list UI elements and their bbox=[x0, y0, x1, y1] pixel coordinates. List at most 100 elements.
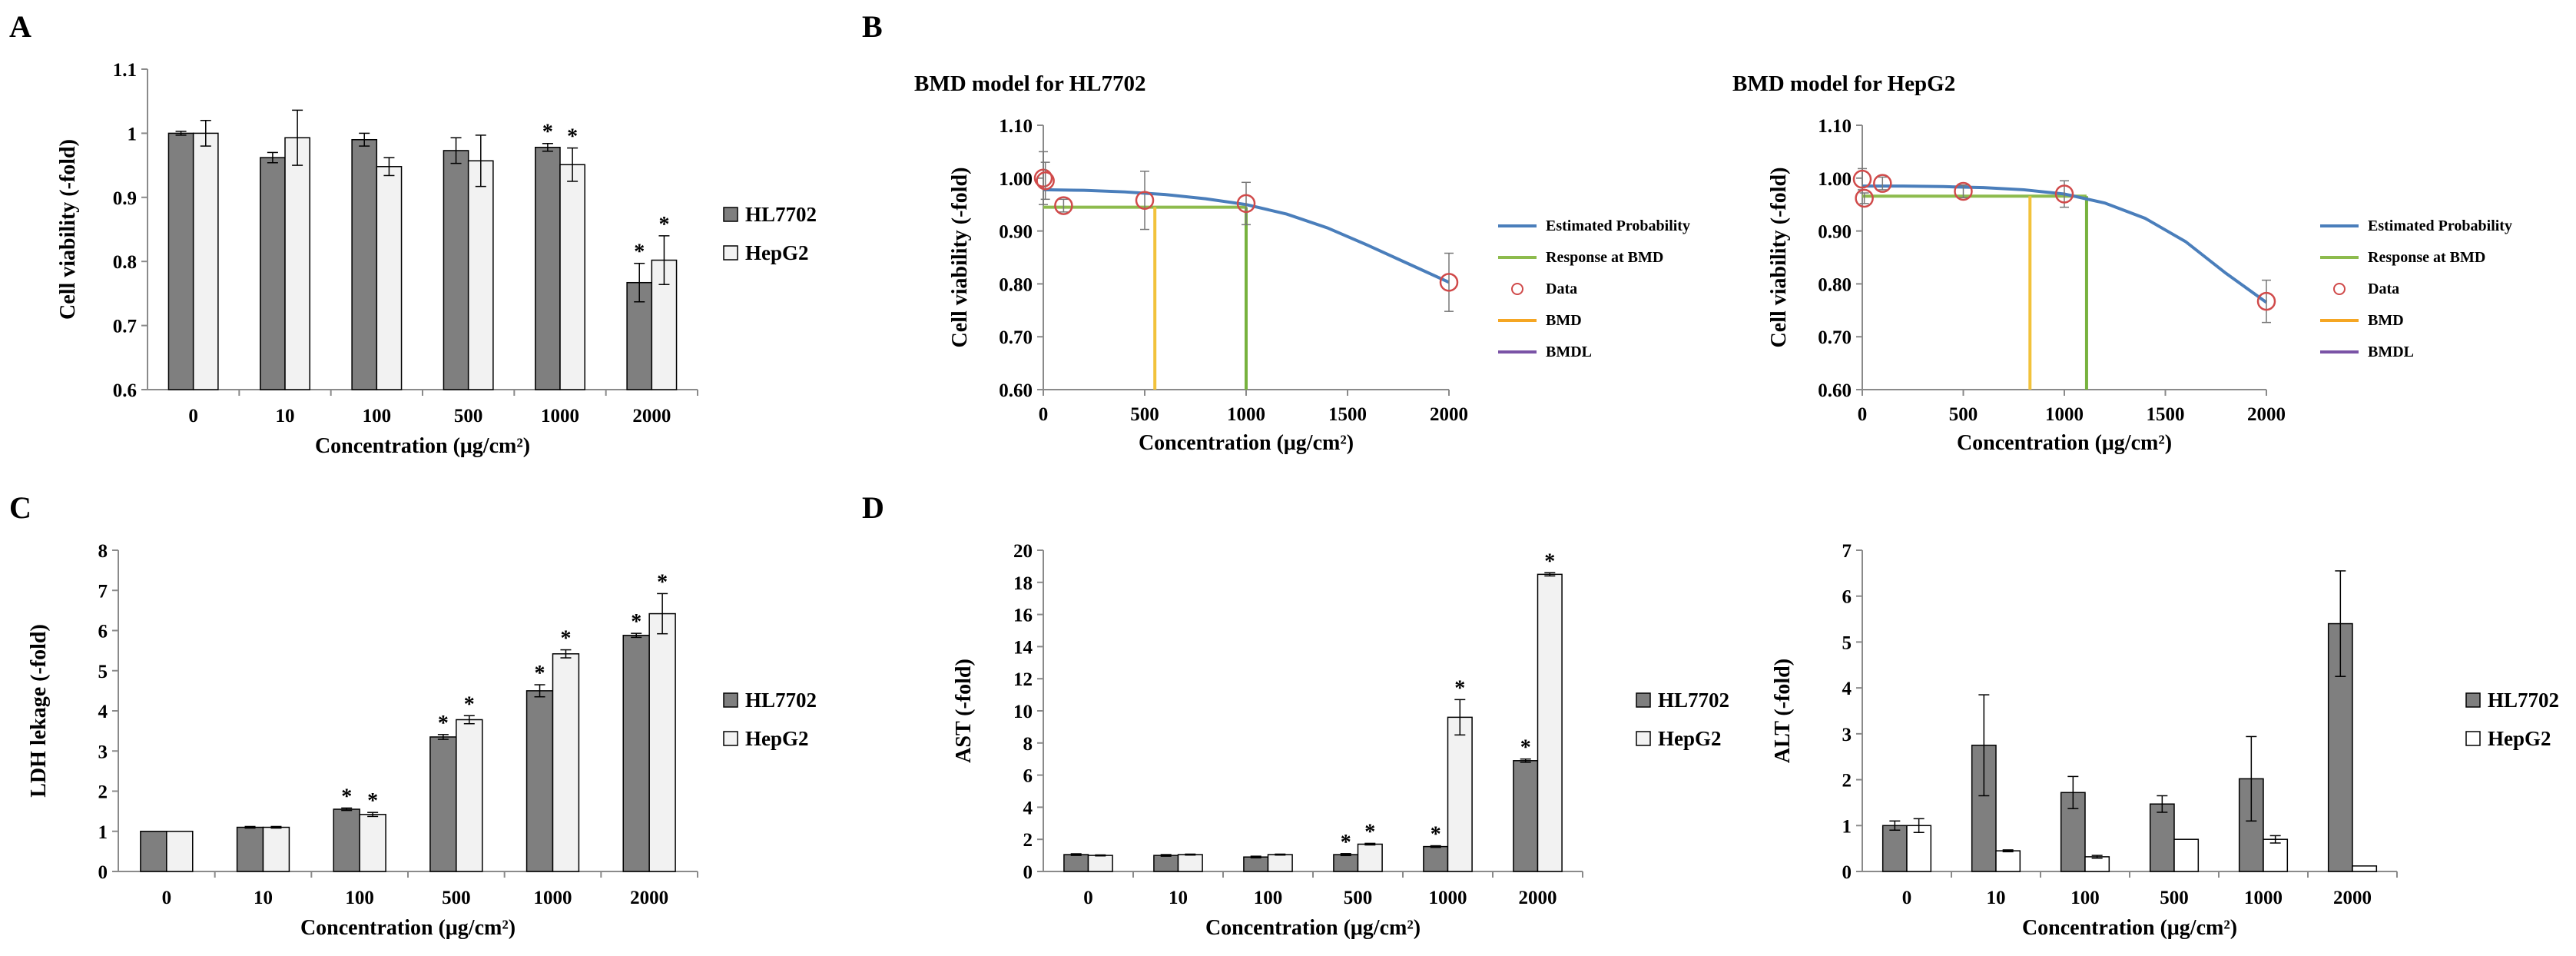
bar-hepg2 bbox=[559, 164, 585, 390]
legend-swatch-hl7702 bbox=[723, 207, 738, 222]
y-tick-label: 1 bbox=[98, 822, 108, 843]
x-tick-label: 0 bbox=[1083, 888, 1093, 908]
y-tick-label: 14 bbox=[1013, 637, 1033, 658]
y-tick-label: 0 bbox=[1842, 862, 1852, 883]
y-tick-label: 1.1 bbox=[113, 60, 137, 81]
y-tick-label: 2 bbox=[1842, 771, 1852, 792]
legend-label: Response at BMD bbox=[2368, 249, 2485, 266]
x-tick-label: 2000 bbox=[1430, 404, 1468, 425]
x-tick-label: 1000 bbox=[1429, 888, 1467, 908]
bar-hl7702 bbox=[351, 138, 378, 390]
x-tick-label: 10 bbox=[1987, 888, 2006, 908]
data-point bbox=[1873, 174, 1892, 193]
y-tick-label: 2 bbox=[98, 782, 108, 803]
y-tick-label: 0.80 bbox=[1818, 274, 1852, 295]
x-tick-label: 0 bbox=[188, 406, 198, 427]
x-tick-label: 0 bbox=[162, 888, 172, 908]
x-axis-label: Concentration (μg/cm²) bbox=[1957, 431, 2172, 455]
chart-B1: B BMD model for HL7702 0.60 0.70 0.80 0.90 1.0… bbox=[862, 9, 1690, 455]
y-tick-label: 4 bbox=[1023, 798, 1033, 818]
y-axis-label: AST (-fold) bbox=[952, 659, 976, 763]
x-tick-label: 0 bbox=[1858, 404, 1868, 425]
data-point bbox=[1033, 168, 1053, 188]
y-tick-label: 7 bbox=[1842, 541, 1852, 562]
bar-hl7702 bbox=[622, 635, 650, 872]
chart-D2: 0 1 2 3 4 5 6 7 0 10 100 500 1000 2000 Concentration (… bbox=[1771, 541, 2559, 940]
y-tick-label: 0.90 bbox=[1818, 222, 1852, 243]
x-tick-label: 2000 bbox=[2247, 404, 2286, 425]
x-axis-label: Concentration (μg/cm²) bbox=[300, 916, 516, 940]
y-tick-label: 1 bbox=[128, 124, 138, 144]
data-point bbox=[1855, 188, 1874, 208]
y-tick-label: 16 bbox=[1013, 606, 1033, 626]
bar-hl7702 bbox=[167, 132, 194, 390]
significance-mark: * bbox=[1520, 736, 1531, 760]
bar-hl7702 bbox=[525, 690, 554, 872]
chart-C: C 0 1 2 3 4 5 6 7 8 0 10 100 * * 500 * * 1000 * * 2000 * * Conce… bbox=[9, 490, 817, 940]
bar-hl7702 bbox=[236, 826, 264, 872]
x-tick-label: 100 bbox=[363, 406, 392, 427]
legend-label-hl7702: HL7702 bbox=[1658, 689, 1729, 712]
y-tick-label: 0.90 bbox=[999, 222, 1033, 243]
bar-hl7702 bbox=[1243, 856, 1269, 872]
y-tick-label: 1.10 bbox=[1818, 116, 1852, 137]
x-tick-label: 100 bbox=[1254, 888, 1283, 908]
bar-hl7702 bbox=[1881, 825, 1908, 872]
bar-hl7702 bbox=[1333, 854, 1359, 872]
x-tick-label: 1000 bbox=[2244, 888, 2283, 908]
legend-label: Estimated Probability bbox=[1546, 217, 1690, 234]
y-axis-label: Cell viability (-fold) bbox=[56, 139, 80, 320]
significance-mark: * bbox=[567, 125, 578, 149]
bar-hepg2 bbox=[2352, 865, 2378, 872]
bar-hepg2 bbox=[1357, 843, 1383, 872]
bar-hepg2 bbox=[166, 831, 194, 872]
x-tick-label: 10 bbox=[254, 888, 273, 908]
y-tick-label: 2 bbox=[1023, 830, 1033, 851]
bar-hl7702 bbox=[429, 736, 457, 872]
significance-mark: * bbox=[438, 712, 449, 735]
x-tick-label: 1500 bbox=[2147, 404, 2185, 425]
y-tick-label: 1 bbox=[1842, 816, 1852, 837]
y-tick-label: 0.70 bbox=[999, 327, 1033, 348]
data-point bbox=[1135, 191, 1155, 210]
y-tick-label: 0.9 bbox=[113, 188, 137, 209]
chart-D1: D 0 2 4 6 8 10 12 14 16 18 20 0 10 100 500 * * 1000 * * 2000 *… bbox=[862, 490, 1729, 940]
x-tick-label: 10 bbox=[276, 406, 295, 427]
bar-hepg2 bbox=[376, 166, 403, 390]
y-tick-label: 0 bbox=[1023, 862, 1033, 883]
data-point bbox=[1054, 196, 1073, 215]
y-tick-label: 6 bbox=[98, 622, 108, 642]
legend-label-hepg2: HepG2 bbox=[745, 241, 809, 264]
significance-mark: * bbox=[535, 662, 545, 685]
y-tick-label: 4 bbox=[98, 702, 108, 722]
data-point bbox=[1439, 273, 1459, 292]
significance-mark: * bbox=[634, 241, 645, 264]
y-tick-label: 20 bbox=[1013, 541, 1033, 562]
y-tick-label: 12 bbox=[1013, 669, 1033, 690]
x-axis-label: Concentration (μg/cm²) bbox=[1205, 916, 1421, 940]
bar-hl7702 bbox=[333, 808, 360, 872]
significance-mark: * bbox=[657, 570, 668, 594]
significance-mark: * bbox=[1341, 831, 1351, 855]
significance-mark: * bbox=[658, 213, 669, 237]
x-tick-label: 500 bbox=[442, 888, 471, 908]
bar-hepg2 bbox=[1087, 855, 1113, 872]
panel-label: A bbox=[9, 9, 31, 44]
legend-label-hl7702: HL7702 bbox=[745, 689, 817, 712]
bar-hepg2 bbox=[284, 137, 310, 390]
significance-mark: * bbox=[341, 785, 352, 808]
x-tick-label: 100 bbox=[2070, 888, 2100, 908]
x-tick-label: 1000 bbox=[1227, 404, 1265, 425]
y-tick-label: 1.10 bbox=[999, 116, 1033, 137]
data-point bbox=[2256, 291, 2276, 311]
panel-label: C bbox=[9, 490, 31, 525]
bar-hepg2 bbox=[1177, 854, 1203, 872]
x-tick-label: 100 bbox=[345, 888, 374, 908]
legend-label: BMDL bbox=[2368, 344, 2414, 360]
x-tick-label: 500 bbox=[1344, 888, 1373, 908]
bar-hl7702 bbox=[1063, 854, 1089, 872]
legend-label-hl7702: HL7702 bbox=[2488, 689, 2559, 712]
data-point bbox=[1036, 171, 1055, 191]
bar-hepg2 bbox=[1267, 854, 1293, 872]
